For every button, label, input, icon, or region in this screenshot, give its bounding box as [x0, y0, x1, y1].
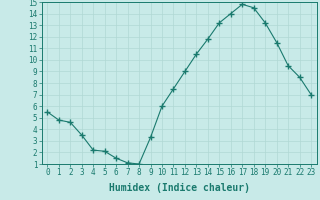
X-axis label: Humidex (Indice chaleur): Humidex (Indice chaleur) — [109, 183, 250, 193]
